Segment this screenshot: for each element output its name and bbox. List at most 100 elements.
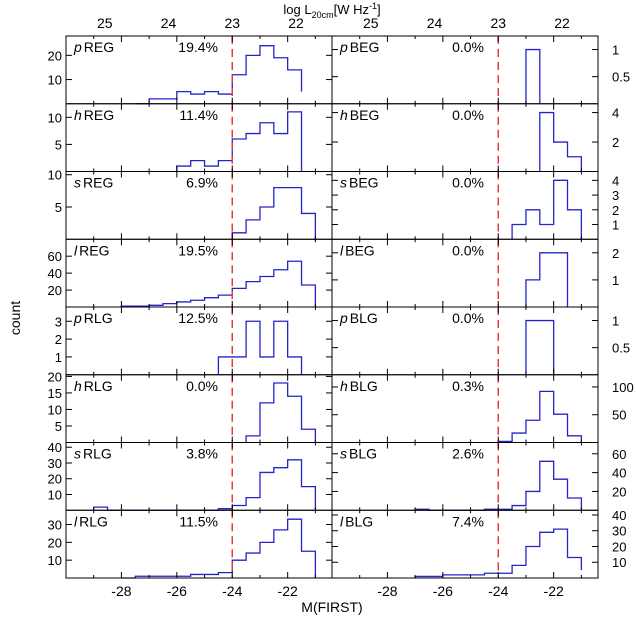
y-tick-label: 50 — [612, 408, 626, 423]
histogram-steps — [120, 260, 317, 307]
panel-pBEG: p BEG 0.0% 1 0.5 25 24 23 22 — [331, 15, 630, 105]
panel-label-sample: REG — [84, 39, 114, 55]
panel-label-sample: BLG — [350, 378, 378, 394]
panel-pBLG: p BLG 0.0% 1 0.5 — [331, 306, 630, 376]
y-tick-label: 1 — [612, 273, 619, 288]
panel-hBEG: h BEG 0.0% 4 2 — [331, 103, 619, 172]
panel-label-prefix: p — [73, 39, 82, 55]
panel-label-sample: BEG — [349, 175, 379, 191]
panel-label-prefix: l — [74, 513, 78, 529]
x-tick-label: -24 — [488, 583, 508, 599]
panel-label-prefix: l — [340, 242, 344, 258]
top-tick-label: 25 — [97, 15, 113, 31]
panel-label: h RLG — [74, 378, 113, 394]
panel-percent: 0.0% — [452, 39, 484, 55]
panel-label-sample: BLG — [350, 310, 378, 326]
y-tick-label: 2 — [612, 135, 619, 150]
panel-percent: 11.5% — [179, 513, 218, 529]
top-tick-label: 25 — [363, 15, 379, 31]
panel-percent: 0.0% — [452, 310, 484, 326]
histogram-steps — [539, 111, 583, 172]
panel-label: s RLG — [74, 446, 112, 462]
panel-percent: 11.4% — [179, 107, 218, 123]
top-axis-label: log L20cm[W Hz-1] — [283, 1, 380, 20]
y-tick-label: 20 — [612, 484, 626, 499]
y-tick-label: 1 — [55, 350, 62, 365]
panel-label: p BLG — [339, 310, 378, 326]
y-tick-label: 10 — [48, 168, 62, 183]
histogram-steps — [525, 48, 541, 104]
panel-percent: 0.3% — [452, 378, 484, 394]
top-tick-label: 22 — [554, 15, 570, 31]
histogram-steps — [217, 320, 303, 375]
panel-hBLG: h BLG 0.3% 100 50 — [331, 374, 634, 443]
panel-label: l REG — [74, 242, 109, 258]
histogram-steps — [525, 319, 555, 375]
histogram-steps — [497, 390, 583, 443]
panel-label-prefix: s — [340, 446, 347, 462]
panel-label-prefix: p — [339, 39, 348, 55]
x-tick-label: -26 — [167, 583, 187, 599]
panel-percent: 12.5% — [178, 310, 218, 326]
panel-lBEG: l BEG 0.0% 2 1 — [331, 238, 619, 308]
y-tick-label: 40 — [612, 466, 626, 481]
panel-percent: 3.8% — [186, 446, 218, 462]
panel-label-sample: RLG — [79, 513, 108, 529]
y-tick-label: 20 — [612, 539, 626, 554]
panel-label: s REG — [74, 175, 113, 191]
y-tick-label: 20 — [48, 48, 62, 63]
panel-label-sample: BEG — [345, 242, 375, 258]
x-tick-label: -28 — [377, 583, 397, 599]
top-tick-label: 24 — [427, 15, 443, 31]
histogram-steps — [525, 252, 569, 307]
y-tick-label: 2 — [55, 332, 62, 347]
y-tick-label: 10 — [48, 73, 62, 88]
panel-label-prefix: h — [340, 107, 348, 123]
y-tick-label: 30 — [612, 524, 626, 539]
panel-label-sample: BLG — [345, 513, 373, 529]
y-tick-label: 40 — [48, 266, 62, 281]
histogram-steps — [231, 186, 317, 240]
panel-label: s BLG — [340, 446, 377, 462]
panel-percent: 0.0% — [186, 378, 218, 394]
top-tick-label: 24 — [161, 15, 177, 31]
y-tick-label: 5 — [55, 419, 62, 434]
panel-frame — [331, 509, 599, 579]
panel-label: l BLG — [340, 513, 373, 529]
histogram-steps — [176, 111, 303, 172]
x-tick-label: -24 — [222, 583, 242, 599]
y-tick-label: 20 — [48, 283, 62, 298]
y-tick-label: 30 — [48, 456, 62, 471]
top-tick-label: 23 — [490, 15, 506, 31]
x-tick-label: -22 — [278, 583, 298, 599]
panel-hREG: h REG 11.4% 5 10 — [48, 103, 333, 172]
panel-lREG: l REG 19.5% 20 40 60 — [48, 238, 333, 308]
panel-label: p RLG — [73, 310, 113, 326]
panel-label-sample: RLG — [83, 446, 112, 462]
y-tick-label: 3 — [612, 188, 619, 203]
panel-label: p REG — [73, 39, 114, 55]
panel-label-prefix: h — [74, 378, 82, 394]
y-tick-label: 0.5 — [612, 341, 630, 356]
y-tick-label: 1 — [612, 314, 619, 329]
panel-sBLG: s BLG 2.6% 60 40 20 — [331, 442, 626, 511]
histogram-steps — [511, 179, 583, 240]
y-tick-label: 0.5 — [612, 70, 630, 85]
histogram-steps — [135, 45, 303, 105]
y-tick-label: 10 — [48, 553, 62, 568]
panel-percent: 0.0% — [452, 107, 484, 123]
panel-percent: 7.4% — [452, 513, 484, 529]
panel-label: p BEG — [339, 39, 379, 55]
y-tick-label: 60 — [48, 249, 62, 264]
x-tick-label: -28 — [111, 583, 131, 599]
y-tick-label: 20 — [48, 472, 62, 487]
y-tick-label: 20 — [48, 369, 62, 384]
y-tick-label: 4 — [612, 173, 619, 188]
y-tick-label: 3 — [55, 314, 62, 329]
panel-percent: 19.4% — [178, 39, 218, 55]
x-axis-label: M(FIRST) — [301, 599, 362, 615]
